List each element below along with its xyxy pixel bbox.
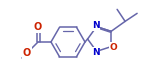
Text: N: N bbox=[92, 48, 99, 57]
Text: O: O bbox=[23, 48, 31, 58]
Text: N: N bbox=[92, 21, 99, 30]
Text: O: O bbox=[109, 43, 117, 52]
Text: O: O bbox=[34, 22, 42, 32]
